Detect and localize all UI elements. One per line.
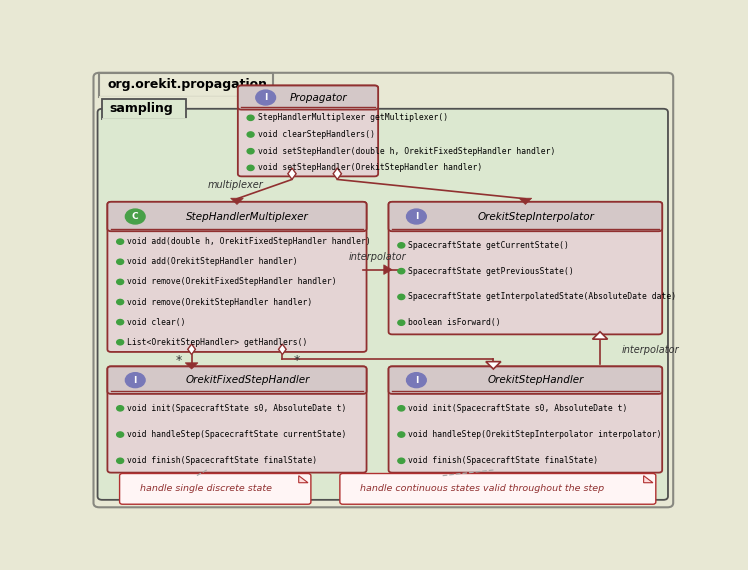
Circle shape <box>256 90 275 105</box>
Circle shape <box>247 115 254 120</box>
Text: void finish(SpacecraftState finalState): void finish(SpacecraftState finalState) <box>127 457 317 465</box>
Circle shape <box>117 432 123 437</box>
Text: SpacecraftState getCurrentState(): SpacecraftState getCurrentState() <box>408 241 569 250</box>
FancyBboxPatch shape <box>97 109 668 500</box>
Text: Propagator: Propagator <box>289 92 347 103</box>
Circle shape <box>398 320 405 325</box>
Text: SpacecraftState getInterpolatedState(AbsoluteDate date): SpacecraftState getInterpolatedState(Abs… <box>408 292 676 302</box>
Text: handle single discrete state: handle single discrete state <box>140 484 272 494</box>
Text: void clear(): void clear() <box>127 317 186 327</box>
Text: void handleStep(OrekitStepInterpolator interpolator): void handleStep(OrekitStepInterpolator i… <box>408 430 662 439</box>
FancyBboxPatch shape <box>120 474 311 504</box>
FancyBboxPatch shape <box>238 86 378 176</box>
Polygon shape <box>186 363 198 369</box>
Polygon shape <box>592 332 607 339</box>
Text: I: I <box>414 212 418 221</box>
Text: C: C <box>132 212 138 221</box>
Text: multiplexer: multiplexer <box>207 180 263 190</box>
Text: void handleStep(SpacecraftState currentState): void handleStep(SpacecraftState currentS… <box>127 430 346 439</box>
Circle shape <box>117 239 123 245</box>
Circle shape <box>398 432 405 437</box>
Text: StepHandlerMultiplexer getMultiplexer(): StepHandlerMultiplexer getMultiplexer() <box>257 113 448 123</box>
Circle shape <box>117 320 123 325</box>
FancyBboxPatch shape <box>388 367 662 394</box>
Circle shape <box>117 458 123 463</box>
Circle shape <box>407 209 426 224</box>
Circle shape <box>398 268 405 274</box>
Circle shape <box>117 279 123 284</box>
Text: handle continuous states valid throughout the step: handle continuous states valid throughou… <box>361 484 604 494</box>
Circle shape <box>247 149 254 154</box>
Circle shape <box>398 243 405 248</box>
Text: I: I <box>414 376 418 385</box>
FancyBboxPatch shape <box>340 474 656 504</box>
Polygon shape <box>188 344 195 355</box>
Text: void remove(OrekitFixedStepHandler handler): void remove(OrekitFixedStepHandler handl… <box>127 278 337 286</box>
Text: void setStepHandler(OrekitStepHandler handler): void setStepHandler(OrekitStepHandler ha… <box>257 164 482 172</box>
Circle shape <box>398 294 405 300</box>
Text: boolean isForward(): boolean isForward() <box>408 318 501 327</box>
Polygon shape <box>288 168 296 180</box>
Text: sampling: sampling <box>109 103 173 116</box>
FancyBboxPatch shape <box>108 367 367 473</box>
Polygon shape <box>298 476 308 483</box>
Text: void finish(SpacecraftState finalState): void finish(SpacecraftState finalState) <box>408 457 598 465</box>
Text: *: * <box>176 354 182 367</box>
Polygon shape <box>643 476 653 483</box>
Text: void add(OrekitStepHandler handler): void add(OrekitStepHandler handler) <box>127 257 298 266</box>
FancyBboxPatch shape <box>108 202 367 352</box>
Polygon shape <box>230 198 243 205</box>
Circle shape <box>247 165 254 170</box>
FancyBboxPatch shape <box>94 73 673 507</box>
Circle shape <box>126 373 145 388</box>
Text: List<OrekitStepHandler> getHandlers(): List<OrekitStepHandler> getHandlers() <box>127 338 307 347</box>
Text: void init(SpacecraftState s0, AbsoluteDate t): void init(SpacecraftState s0, AbsoluteDa… <box>408 404 628 413</box>
Circle shape <box>247 132 254 137</box>
Circle shape <box>117 340 123 345</box>
Text: interpolator: interpolator <box>349 252 406 262</box>
Polygon shape <box>486 361 501 369</box>
Text: void setStepHandler(double h, OrekitFixedStepHandler handler): void setStepHandler(double h, OrekitFixe… <box>257 146 555 156</box>
Text: OrekitStepHandler: OrekitStepHandler <box>488 375 584 385</box>
Bar <box>102 99 186 119</box>
Text: org.orekit.propagation: org.orekit.propagation <box>108 78 268 91</box>
Text: interpolator: interpolator <box>622 345 680 355</box>
Text: I: I <box>134 376 137 385</box>
Text: I: I <box>264 93 267 102</box>
Text: OrekitFixedStepHandler: OrekitFixedStepHandler <box>186 375 310 385</box>
Polygon shape <box>278 344 286 355</box>
Circle shape <box>117 406 123 411</box>
Circle shape <box>398 458 405 463</box>
Text: SpacecraftState getPreviousState(): SpacecraftState getPreviousState() <box>408 267 574 276</box>
Text: void remove(OrekitStepHandler handler): void remove(OrekitStepHandler handler) <box>127 298 313 307</box>
FancyBboxPatch shape <box>388 202 662 231</box>
Text: void init(SpacecraftState s0, AbsoluteDate t): void init(SpacecraftState s0, AbsoluteDa… <box>127 404 346 413</box>
FancyBboxPatch shape <box>108 202 367 231</box>
Polygon shape <box>333 168 342 180</box>
Polygon shape <box>519 198 532 205</box>
FancyBboxPatch shape <box>108 367 367 394</box>
Bar <box>99 73 273 97</box>
Circle shape <box>407 373 426 388</box>
Text: StepHandlerMultiplexer: StepHandlerMultiplexer <box>186 211 309 222</box>
Text: *: * <box>294 354 300 367</box>
Text: void clearStepHandlers(): void clearStepHandlers() <box>257 130 375 139</box>
Circle shape <box>117 299 123 304</box>
Text: OrekitStepInterpolator: OrekitStepInterpolator <box>477 211 594 222</box>
FancyBboxPatch shape <box>388 367 662 473</box>
Polygon shape <box>384 265 392 275</box>
Text: void add(double h, OrekitFixedStepHandler handler): void add(double h, OrekitFixedStepHandle… <box>127 237 371 246</box>
FancyBboxPatch shape <box>238 86 378 109</box>
Circle shape <box>126 209 145 224</box>
FancyBboxPatch shape <box>388 202 662 335</box>
Circle shape <box>398 406 405 411</box>
Circle shape <box>117 259 123 264</box>
